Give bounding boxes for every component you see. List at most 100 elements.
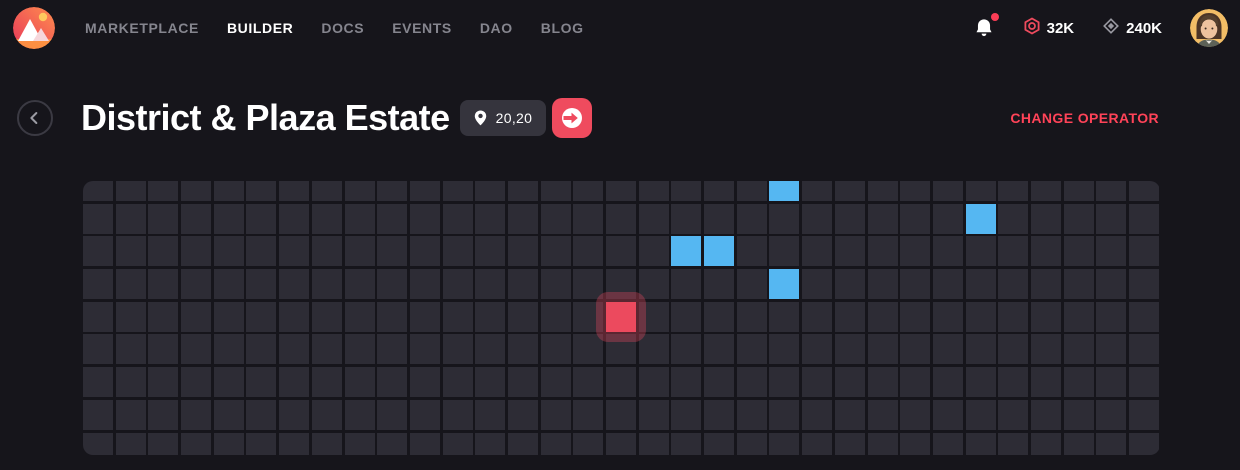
parcel-cell[interactable]	[507, 269, 538, 300]
parcel-cell[interactable]	[279, 334, 310, 365]
parcel-cell[interactable]	[115, 334, 146, 365]
parcel-cell[interactable]	[279, 236, 310, 267]
parcel-cell[interactable]	[606, 334, 636, 365]
parcel-cell[interactable]	[606, 432, 636, 455]
parcel-cell[interactable]	[1030, 236, 1061, 267]
parcel-cell[interactable]	[442, 432, 473, 455]
land-balance[interactable]: 240K	[1102, 17, 1162, 39]
parcel-cell[interactable]	[704, 181, 735, 201]
parcel-cell[interactable]	[1096, 236, 1127, 267]
parcel-cell[interactable]	[736, 399, 767, 430]
parcel-cell[interactable]	[181, 236, 212, 267]
parcel-cell[interactable]	[638, 367, 669, 398]
parcel-cell[interactable]	[638, 181, 669, 201]
parcel-cell[interactable]	[115, 399, 146, 430]
parcel-cell[interactable]	[932, 181, 963, 201]
parcel-cell[interactable]	[442, 334, 473, 365]
parcel-cell[interactable]	[932, 269, 963, 300]
parcel-cell-selected[interactable]	[596, 291, 646, 342]
parcel-cell[interactable]	[965, 181, 996, 201]
parcel-cell[interactable]	[736, 203, 767, 234]
parcel-cell[interactable]	[998, 432, 1029, 455]
parcel-cell[interactable]	[148, 432, 179, 455]
parcel-cell[interactable]	[867, 269, 898, 300]
parcel-cell[interactable]	[802, 203, 833, 234]
parcel-cell[interactable]	[671, 203, 702, 234]
nav-item-blog[interactable]: BLOG	[540, 20, 584, 36]
parcel-cell[interactable]	[867, 181, 898, 201]
parcel-cell[interactable]	[344, 399, 375, 430]
parcel-cell[interactable]	[344, 334, 375, 365]
parcel-cell[interactable]	[867, 367, 898, 398]
parcel-cell[interactable]	[638, 399, 669, 430]
parcel-cell[interactable]	[736, 236, 767, 267]
parcel-cell[interactable]	[246, 399, 277, 430]
parcel-cell[interactable]	[671, 399, 702, 430]
parcel-cell[interactable]	[540, 432, 571, 455]
parcel-cell[interactable]	[736, 367, 767, 398]
parcel-cell[interactable]	[1129, 367, 1159, 398]
parcel-cell[interactable]	[181, 334, 212, 365]
parcel-cell[interactable]	[475, 181, 506, 201]
parcel-cell[interactable]	[279, 181, 310, 201]
notifications-bell-icon[interactable]	[973, 13, 999, 40]
parcel-cell[interactable]	[834, 203, 865, 234]
parcel-cell[interactable]	[671, 367, 702, 398]
nav-item-docs[interactable]: DOCS	[321, 20, 365, 36]
parcel-cell[interactable]	[704, 432, 735, 455]
parcel-cell[interactable]	[834, 432, 865, 455]
parcel-cell[interactable]	[834, 367, 865, 398]
user-avatar[interactable]	[1190, 9, 1228, 47]
parcel-cell[interactable]	[246, 236, 277, 267]
parcel-cell[interactable]	[1096, 301, 1127, 332]
parcel-cell[interactable]	[409, 334, 440, 365]
parcel-cell[interactable]	[1030, 367, 1061, 398]
parcel-cell[interactable]	[115, 236, 146, 267]
parcel-cell[interactable]	[736, 269, 767, 300]
parcel-cell[interactable]	[573, 181, 604, 201]
parcel-cell[interactable]	[998, 334, 1029, 365]
parcel-cell[interactable]	[115, 181, 146, 201]
parcel-cell[interactable]	[344, 236, 375, 267]
parcel-cell[interactable]	[377, 236, 408, 267]
parcel-cell[interactable]	[181, 181, 212, 201]
parcel-cell[interactable]	[573, 269, 604, 300]
parcel-cell[interactable]	[1096, 203, 1127, 234]
parcel-cell[interactable]	[83, 432, 113, 455]
parcel-cell[interactable]	[148, 301, 179, 332]
parcel-cell[interactable]	[540, 236, 571, 267]
parcel-cell[interactable]	[377, 269, 408, 300]
parcel-cell[interactable]	[507, 181, 538, 201]
parcel-cell[interactable]	[442, 367, 473, 398]
parcel-cell[interactable]	[671, 181, 702, 201]
parcel-cell[interactable]	[115, 203, 146, 234]
parcel-cell[interactable]	[311, 301, 342, 332]
parcel-cell[interactable]	[1030, 181, 1061, 201]
parcel-cell[interactable]	[181, 301, 212, 332]
parcel-cell[interactable]	[769, 367, 800, 398]
parcel-cell[interactable]	[344, 367, 375, 398]
parcel-cell[interactable]	[279, 432, 310, 455]
parcel-cell[interactable]	[181, 269, 212, 300]
parcel-cell[interactable]	[83, 181, 113, 201]
parcel-cell[interactable]	[246, 334, 277, 365]
parcel-cell[interactable]	[409, 301, 440, 332]
parcel-cell[interactable]	[409, 236, 440, 267]
parcel-cell[interactable]	[638, 301, 669, 332]
parcel-cell[interactable]	[1129, 399, 1159, 430]
parcel-cell[interactable]	[998, 367, 1029, 398]
parcel-cell[interactable]	[311, 236, 342, 267]
parcel-cell[interactable]	[1129, 236, 1159, 267]
parcel-cell[interactable]	[671, 301, 702, 332]
parcel-cell[interactable]	[1063, 269, 1094, 300]
parcel-cell[interactable]	[475, 301, 506, 332]
parcel-cell[interactable]	[769, 236, 800, 267]
parcel-cell[interactable]	[475, 367, 506, 398]
parcel-cell[interactable]	[311, 432, 342, 455]
parcel-cell[interactable]	[115, 301, 146, 332]
parcel-cell[interactable]	[606, 367, 636, 398]
parcel-cell[interactable]	[900, 203, 931, 234]
parcel-cell[interactable]	[409, 269, 440, 300]
parcel-cell[interactable]	[1030, 432, 1061, 455]
parcel-cell[interactable]	[507, 432, 538, 455]
